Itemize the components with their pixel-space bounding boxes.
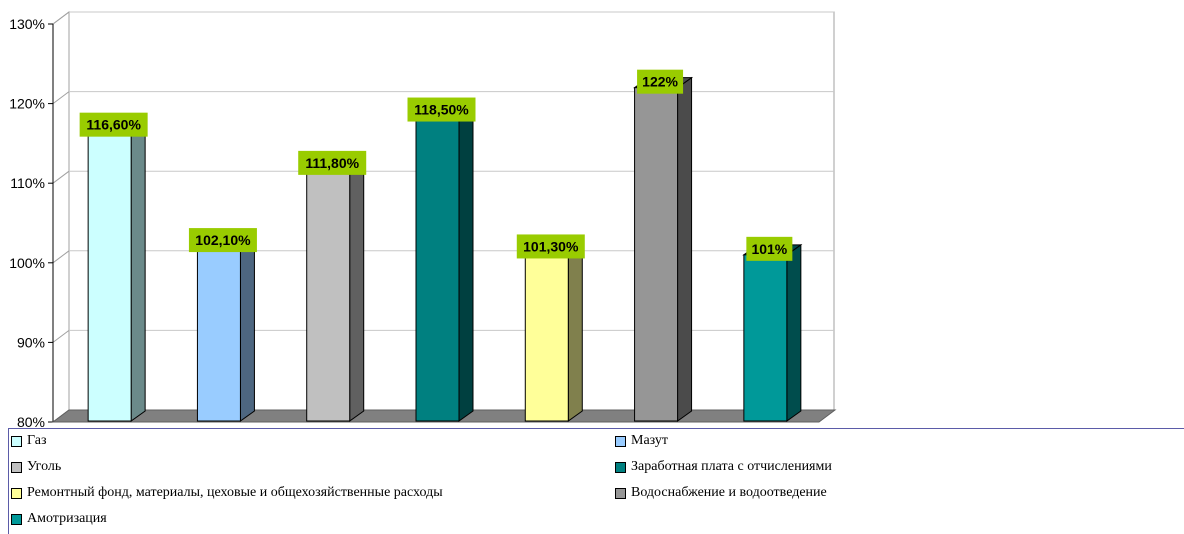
legend-item: Амотризация bbox=[11, 511, 107, 527]
legend-label: Мазут bbox=[631, 433, 669, 448]
bar bbox=[524, 251, 569, 422]
legend-swatch bbox=[11, 513, 22, 525]
gridline-side bbox=[52, 329, 70, 343]
legend-swatch bbox=[615, 487, 626, 499]
data-label: 111,80% bbox=[305, 155, 359, 171]
bar bbox=[634, 87, 679, 422]
legend-swatch bbox=[615, 435, 626, 447]
legend-swatch bbox=[615, 461, 626, 473]
legend-item: Водоснабжение и водоотведение bbox=[615, 485, 827, 501]
legend-swatch bbox=[11, 435, 22, 447]
legend-item: Газ bbox=[11, 433, 47, 449]
gridline-side bbox=[52, 91, 70, 104]
legend-item: Заработная плата с отчислениями bbox=[615, 459, 832, 475]
bar-side bbox=[677, 76, 693, 422]
legend-item: Уголь bbox=[11, 459, 61, 475]
y-tick-label: 80% bbox=[17, 414, 45, 430]
legend-label: Ремонтный фонд, материалы, цеховые и общ… bbox=[27, 485, 443, 500]
bar-side bbox=[130, 119, 146, 422]
chart-canvas: 80% 90% 100% 110% 120% 130% 116,60% 102,10% 111,… bbox=[9, 11, 837, 430]
data-label-bg bbox=[298, 150, 367, 175]
legend-swatch bbox=[11, 487, 22, 499]
data-label: 101,30% bbox=[523, 238, 579, 254]
legend-label: Заработная плата с отчислениями bbox=[631, 459, 832, 474]
bar bbox=[743, 254, 788, 422]
legend-item: Мазут bbox=[615, 433, 668, 449]
y-tick-label: 110% bbox=[10, 175, 45, 191]
y-tick-label: 120% bbox=[9, 96, 45, 112]
data-label: 102,10% bbox=[195, 232, 251, 248]
bar-side bbox=[786, 243, 802, 422]
data-label-bg bbox=[79, 112, 148, 137]
legend-label: Амотризация bbox=[27, 511, 107, 526]
legend: Газ Мазут Уголь Заработная плата с отчислен… bbox=[8, 428, 1184, 534]
gridline-side bbox=[52, 11, 70, 25]
data-label-bg bbox=[188, 228, 257, 253]
bar-side bbox=[458, 104, 474, 422]
data-label: 116,60% bbox=[86, 117, 141, 133]
legend-label: Уголь bbox=[27, 459, 62, 474]
bar-side bbox=[567, 241, 583, 422]
legend-swatch bbox=[11, 461, 22, 473]
gridline-side bbox=[52, 170, 70, 184]
data-label-bg bbox=[516, 234, 585, 259]
plot-area: 80% 90% 100% 110% 120% 130% 116,60% 102,10% 111,… bbox=[9, 11, 837, 430]
bar-side bbox=[239, 235, 255, 422]
data-label: 101% bbox=[751, 241, 787, 257]
bar bbox=[87, 130, 132, 422]
bar bbox=[196, 245, 241, 422]
bar-side bbox=[349, 157, 365, 422]
y-tick-label: 90% bbox=[17, 334, 45, 350]
legend-label: Газ bbox=[27, 433, 47, 448]
data-label: 118,50% bbox=[414, 102, 469, 118]
y-tick-label: 130% bbox=[9, 16, 45, 32]
legend-item: Ремонтный фонд, материалы, цеховые и общ… bbox=[11, 485, 443, 501]
data-label: 122% bbox=[642, 74, 678, 90]
gridline-side bbox=[52, 250, 70, 264]
data-label-bg bbox=[407, 97, 476, 122]
y-tick-label: 100% bbox=[9, 255, 45, 271]
legend-label: Водоснабжение и водоотведение bbox=[631, 485, 827, 500]
bar bbox=[306, 168, 351, 422]
data-label-bg bbox=[637, 69, 684, 94]
data-label-bg bbox=[746, 236, 793, 261]
plot-side-wall bbox=[52, 11, 70, 423]
bar bbox=[415, 115, 460, 422]
